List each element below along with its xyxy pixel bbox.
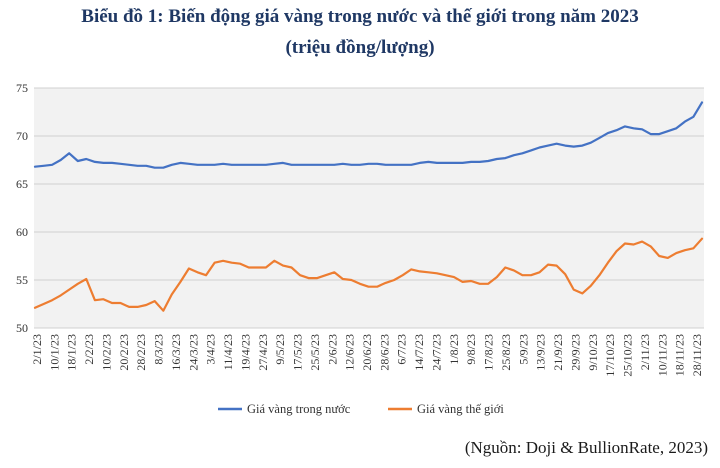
x-tick-label: 11/4/23 xyxy=(221,334,235,370)
x-tick-label: 20/6/23 xyxy=(360,334,374,371)
x-tick-label: 9/8/23 xyxy=(464,334,478,365)
x-tick-label: 17/5/23 xyxy=(291,334,305,371)
series-line-0 xyxy=(33,101,704,169)
x-tick-label: 29/9/23 xyxy=(568,334,582,371)
y-tick-label: 70 xyxy=(16,129,28,143)
x-tick-label: 10/1/23 xyxy=(47,334,61,371)
y-axis: 50 55 60 65 70 75 xyxy=(16,81,28,335)
x-tick-label: 18/1/23 xyxy=(65,334,79,371)
legend: Giá vàng trong nước Giá vàng thế giới xyxy=(218,402,504,416)
x-tick-label: 28/2/23 xyxy=(134,334,148,371)
x-tick-label: 10/2/23 xyxy=(100,334,114,371)
x-tick-label: 25/8/23 xyxy=(499,334,513,371)
x-tick-label: 21/9/23 xyxy=(551,334,565,371)
x-tick-label: 8/3/23 xyxy=(152,334,166,365)
y-tick-label: 60 xyxy=(16,225,28,239)
x-tick-label: 24/7/23 xyxy=(430,334,444,371)
gridlines xyxy=(34,87,704,329)
x-tick-label: 9/5/23 xyxy=(273,334,287,365)
y-tick-label: 55 xyxy=(16,273,28,287)
series-line-1 xyxy=(33,237,704,312)
x-tick-label: 9/10/23 xyxy=(586,334,600,371)
legend-label: Giá vàng thế giới xyxy=(417,402,504,416)
x-tick-label: 25/5/23 xyxy=(308,334,322,371)
legend-label: Giá vàng trong nước xyxy=(247,402,351,416)
plot-area xyxy=(34,88,704,328)
x-tick-label: 24/3/23 xyxy=(186,334,200,371)
x-tick-label: 2/1/23 xyxy=(30,334,44,365)
x-tick-label: 20/2/23 xyxy=(117,334,131,371)
x-tick-label: 16/3/23 xyxy=(169,334,183,371)
x-tick-label: 14/7/23 xyxy=(412,334,426,371)
x-tick-label: 28/6/23 xyxy=(377,334,391,371)
x-tick-label: 12/6/23 xyxy=(343,334,357,371)
x-tick-label: 2/2/23 xyxy=(82,334,96,365)
y-tick-label: 75 xyxy=(16,81,28,95)
x-tick-label: 13/9/23 xyxy=(534,334,548,371)
x-tick-label: 28/11/23 xyxy=(690,334,704,376)
series-lines xyxy=(33,101,704,312)
y-tick-label: 50 xyxy=(16,321,28,335)
x-tick-label: 17/8/23 xyxy=(482,334,496,371)
x-tick-label: 19/4/23 xyxy=(238,334,252,371)
source-note: (Nguồn: Doji & BullionRate, 2023) xyxy=(464,438,708,457)
chart-title: Biểu đồ 1: Biến động giá vàng trong nước… xyxy=(81,6,639,27)
chart-subtitle: (triệu đồng/lượng) xyxy=(285,37,435,58)
y-tick-label: 65 xyxy=(16,177,28,191)
x-axis: 2/1/23 10/1/23 18/1/23 2/2/23 10/2/23 20/2/23… xyxy=(30,334,704,377)
x-tick-label: 25/10/23 xyxy=(621,334,635,377)
x-tick-label: 17/10/23 xyxy=(603,334,617,377)
x-tick-label: 1/8/23 xyxy=(447,334,461,365)
x-tick-label: 6/7/23 xyxy=(395,334,409,365)
x-tick-label: 27/4/23 xyxy=(256,334,270,371)
x-tick-label: 5/9/23 xyxy=(516,334,530,365)
x-tick-label: 18/11/23 xyxy=(673,334,687,376)
x-tick-label: 2/11/23 xyxy=(638,334,652,370)
x-tick-label: 2/6/23 xyxy=(325,334,339,365)
x-tick-label: 3/4/23 xyxy=(204,334,218,365)
x-tick-label: 10/11/23 xyxy=(655,334,669,376)
